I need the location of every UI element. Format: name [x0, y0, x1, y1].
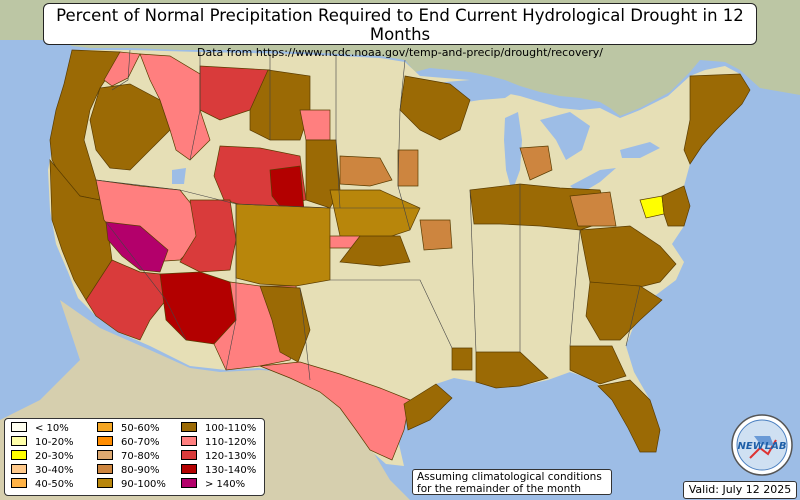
- legend-label: < 10%: [35, 423, 69, 434]
- legend-label: 90-100%: [121, 479, 166, 490]
- legend-swatch: [97, 478, 113, 488]
- region-ohio-orange: [569, 191, 617, 227]
- state-borders: [95, 49, 641, 381]
- legend-item: 70-80%: [97, 450, 160, 462]
- region-texas-gulf-brown: [403, 383, 453, 431]
- legend-item: 90-100%: [97, 478, 166, 490]
- legend-item: 50-60%: [97, 422, 160, 434]
- legend-swatch: [97, 422, 113, 432]
- legend-swatch: [181, 422, 197, 432]
- legend-item: 80-90%: [97, 464, 160, 476]
- region-montana-brown: [249, 69, 311, 141]
- region-northeast-brown: [683, 73, 751, 165]
- region-midatlantic-brown: [661, 185, 691, 227]
- logo-icon: NEWLAB: [731, 414, 793, 476]
- region-socal-red: [85, 259, 167, 341]
- legend-label: 20-30%: [35, 451, 74, 462]
- region-utah-red: [179, 199, 237, 273]
- legend-swatch: [181, 436, 197, 446]
- region-illinois-orange: [519, 145, 553, 181]
- legend-swatch: [11, 422, 27, 432]
- region-kansas-orange: [339, 155, 393, 187]
- drought-regions: [49, 49, 751, 461]
- legend-item: 120-130%: [181, 450, 256, 462]
- legend-swatch: [181, 464, 197, 474]
- map-title: Percent of Normal Precipitation Required…: [56, 6, 744, 44]
- legend-swatch: [11, 450, 27, 460]
- region-florida-brown: [597, 379, 661, 453]
- legend-swatch: [181, 478, 197, 488]
- map-subtitle: Data from https://www.ncdc.noaa.gov/temp…: [197, 46, 603, 59]
- legend-item: 100-110%: [181, 422, 256, 434]
- region-inland-nw: [89, 83, 171, 171]
- title-box: Percent of Normal Precipitation Required…: [43, 3, 757, 59]
- legend-item: < 10%: [11, 422, 69, 434]
- lake-huron: [540, 112, 590, 160]
- legend-label: 100-110%: [205, 423, 257, 434]
- region-colorado-brown: [235, 203, 331, 287]
- legend-label: > 140%: [205, 479, 246, 490]
- region-iowa-orange: [397, 149, 419, 187]
- assumption-note-line2: for the remainder of the month: [417, 483, 582, 495]
- legend-item: > 140%: [181, 478, 245, 490]
- svg-text:NEWLAB: NEWLAB: [738, 441, 787, 452]
- legend: < 10% 10-20% 20-30% 30-40% 40-50% 50-60%…: [4, 418, 265, 496]
- legend-swatch: [11, 478, 27, 488]
- legend-label: 70-80%: [121, 451, 160, 462]
- legend-label: 50-60%: [121, 423, 160, 434]
- legend-label: 120-130%: [205, 451, 257, 462]
- legend-item: 20-30%: [11, 450, 74, 462]
- region-wa-pink: [103, 51, 141, 87]
- legend-label: 130-140%: [205, 465, 257, 476]
- assumption-note-line1: Assuming climatological conditions: [417, 471, 602, 483]
- legend-label: 30-40%: [35, 465, 74, 476]
- legend-swatch: [97, 436, 113, 446]
- region-texas-pink: [259, 361, 411, 461]
- legend-swatch: [11, 436, 27, 446]
- lake-erie: [570, 168, 616, 194]
- legend-swatch: [181, 450, 197, 460]
- region-kansas-brown: [339, 235, 411, 267]
- legend-item: 40-50%: [11, 478, 74, 490]
- region-georgia-brown: [569, 345, 627, 385]
- region-nevada-magenta: [105, 221, 169, 273]
- legend-item: 60-70%: [97, 436, 160, 448]
- legend-item: 130-140%: [181, 464, 256, 476]
- lake-ontario: [620, 142, 660, 158]
- legend-label: 40-50%: [35, 479, 74, 490]
- legend-item: 10-20%: [11, 436, 74, 448]
- legend-label: 80-90%: [121, 465, 160, 476]
- region-minnesota-brown: [399, 75, 471, 141]
- lake-michigan: [504, 112, 522, 192]
- legend-swatch: [97, 464, 113, 474]
- legend-item: 30-40%: [11, 464, 74, 476]
- legend-label: 10-20%: [35, 437, 74, 448]
- valid-date: Valid: July 12 2025: [683, 481, 797, 499]
- great-salt-lake: [172, 168, 186, 184]
- assumption-note: Assuming climatological conditions for t…: [412, 469, 612, 495]
- legend-label: 110-120%: [205, 437, 257, 448]
- legend-swatch: [97, 450, 113, 460]
- region-missouri-orange: [419, 219, 453, 251]
- legend-label: 60-70%: [121, 437, 160, 448]
- legend-swatch: [11, 464, 27, 474]
- region-louisiana-brown: [451, 347, 473, 371]
- legend-item: 110-120%: [181, 436, 256, 448]
